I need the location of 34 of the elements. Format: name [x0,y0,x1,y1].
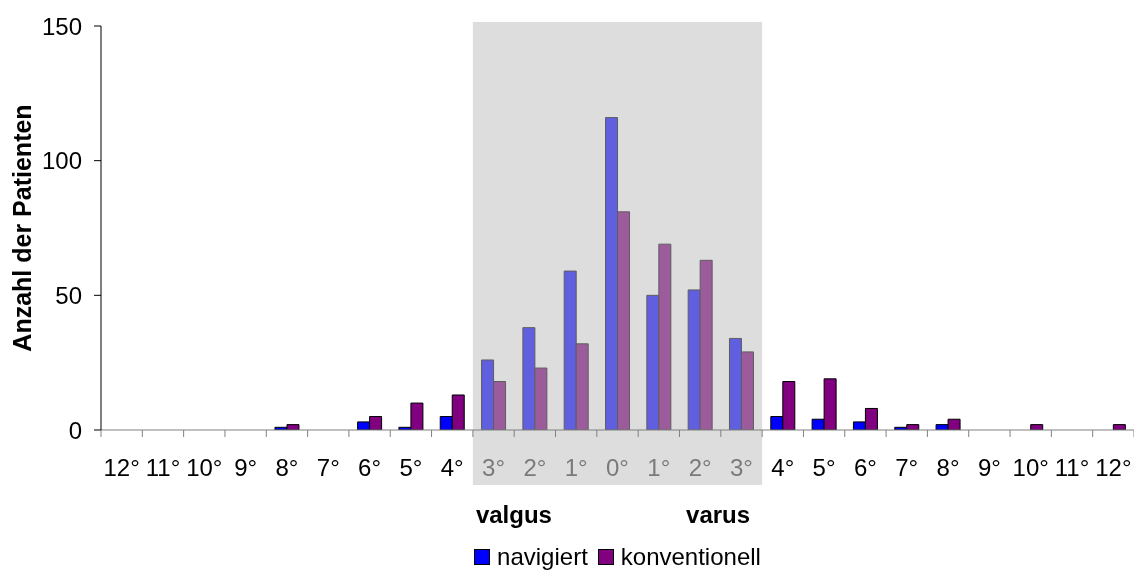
x-tick-label: 12° [1095,453,1132,481]
x-tick-label: 9° [977,453,1001,481]
x-tick-label: 2° [523,453,547,481]
x-tick-label: 5° [399,453,423,481]
x-tick-label: 9° [234,453,258,481]
x-tick-label: 8° [936,453,960,481]
x-tick-label: 6° [358,453,382,481]
y-tick-label: 100 [41,147,82,175]
x-tick-label: 12° [103,453,140,481]
x-tick-label: 6° [853,453,877,481]
y-tick-label: 50 [55,281,82,309]
x-tick-label: 3° [729,453,753,481]
x-tick-label: 11° [1054,453,1090,481]
x-tick-label: 10° [186,453,223,481]
y-tick-label: 150 [41,12,82,40]
x-tick-label: 4° [771,453,795,481]
legend-label: navigiert [497,543,588,571]
x-tick-label: 8° [275,453,299,481]
text: valgus [475,501,552,529]
x-tick-label: 11° [145,453,181,481]
x-tick-label: 10° [1012,453,1049,481]
x-tick-label: 3° [482,453,506,481]
text: varus [686,501,751,529]
x-tick-label: 7° [895,453,919,481]
x-tick-label: 0° [606,453,629,481]
legend-label: konventionell [620,543,761,571]
x-tick-label: 7° [316,453,340,481]
y-axis-title: Anzahl der Patienten [8,104,36,352]
x-tick-label: 2° [688,453,712,481]
x-tick-label: 1° [564,453,588,481]
x-tick-label: 1° [647,453,671,481]
y-tick-label: 0 [68,416,82,444]
x-tick-label: 5° [812,453,836,481]
x-tick-label: 4° [440,453,464,481]
